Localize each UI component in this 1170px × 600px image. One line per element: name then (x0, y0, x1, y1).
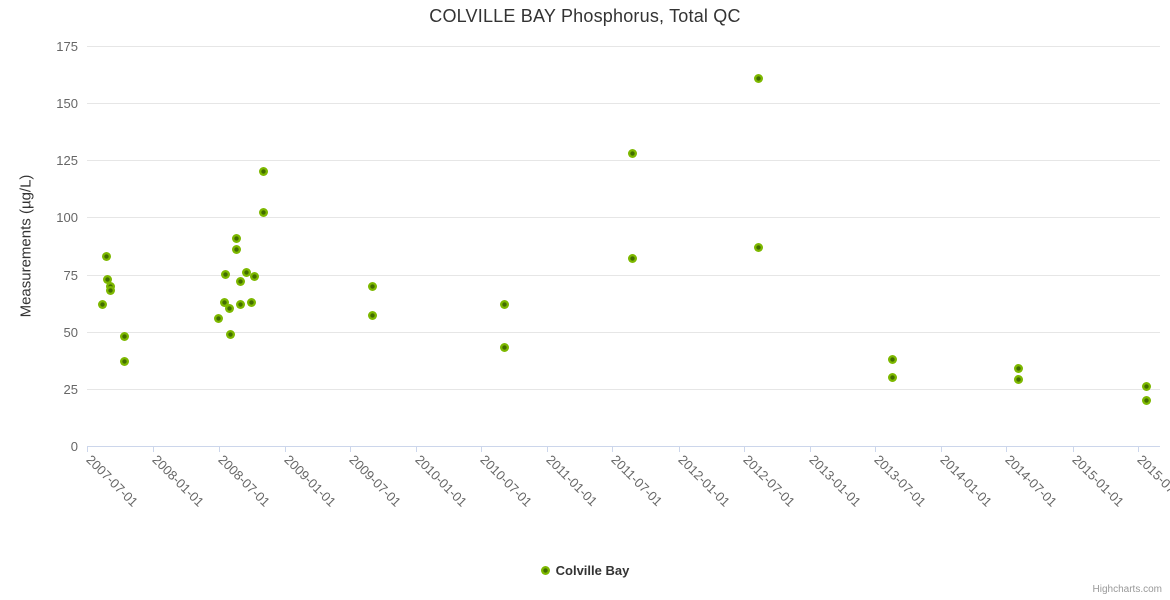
data-point[interactable] (250, 272, 260, 282)
data-point[interactable] (231, 244, 241, 254)
x-axis-label: 2012-07-01 (740, 452, 798, 510)
x-axis-label: 2007-07-01 (83, 452, 142, 510)
x-axis-label: 2011-01-01 (543, 452, 601, 509)
x-axis-label: 2011-07-01 (608, 452, 666, 509)
data-point[interactable] (102, 251, 112, 261)
data-point[interactable] (236, 299, 246, 309)
x-axis-label: 2008-07-01 (214, 452, 273, 510)
data-point[interactable] (754, 73, 764, 83)
x-axis-label: 2009-01-01 (281, 452, 339, 510)
legend-item-colville-bay[interactable]: Colville Bay (0, 563, 1170, 578)
x-axis-label: 2015-01-01 (1069, 452, 1127, 510)
x-axis-label: 2013-07-01 (871, 452, 930, 510)
data-point[interactable] (236, 276, 246, 286)
data-point[interactable] (1142, 395, 1152, 405)
x-axis-label: 2008-01-01 (149, 452, 208, 510)
x-axis-label: 2013-01-01 (806, 452, 865, 510)
gridline (87, 274, 1160, 276)
data-point[interactable] (368, 311, 378, 321)
data-point[interactable] (259, 167, 269, 177)
data-point[interactable] (103, 274, 113, 284)
data-point[interactable] (499, 299, 509, 309)
data-point[interactable] (1142, 382, 1152, 392)
x-axis-tick (875, 446, 877, 452)
data-point[interactable] (106, 281, 116, 291)
y-axis-label: 100 (56, 210, 78, 226)
x-axis-tick (218, 446, 220, 452)
gridline (87, 388, 1160, 390)
x-axis-label: 2015-07-01 (1134, 452, 1170, 510)
gridline (87, 160, 1160, 162)
data-point[interactable] (225, 329, 235, 339)
x-axis-label: 2014-01-01 (937, 452, 996, 510)
x-axis-tick (1137, 446, 1139, 452)
gridline (87, 331, 1160, 333)
x-axis-label: 2012-01-01 (674, 452, 733, 510)
data-point[interactable] (627, 254, 637, 264)
x-axis-tick (1072, 446, 1074, 452)
x-axis-tick (481, 446, 483, 452)
data-point[interactable] (887, 354, 897, 364)
data-point[interactable] (214, 313, 224, 323)
x-axis-label: 2010-01-01 (412, 452, 471, 510)
x-axis-tick (153, 446, 155, 452)
data-point[interactable] (247, 297, 257, 307)
credits-link[interactable]: Highcharts.com (1092, 584, 1162, 595)
x-axis-tick (743, 446, 745, 452)
x-axis-tick (349, 446, 351, 452)
x-axis-tick (87, 446, 88, 452)
data-point[interactable] (1014, 363, 1024, 373)
legend-marker-icon (540, 566, 550, 575)
x-axis-tick (612, 446, 614, 452)
x-axis-tick (941, 446, 943, 452)
y-axis-title: Measurements (µg/L) (17, 174, 35, 318)
y-axis-label: 0 (70, 439, 78, 454)
data-point[interactable] (98, 299, 108, 309)
y-axis-label: 175 (56, 39, 78, 54)
y-axis-label: 25 (63, 381, 78, 397)
data-point[interactable] (219, 297, 229, 307)
x-axis-tick (284, 446, 286, 452)
x-axis-label: 2010-07-01 (477, 452, 536, 510)
plot-area (87, 46, 1160, 447)
data-point[interactable] (754, 242, 764, 252)
x-axis-tick (810, 446, 812, 452)
chart-title: COLVILLE BAY Phosphorus, Total QC (429, 6, 741, 26)
y-axis-label: 125 (56, 153, 78, 169)
data-point[interactable] (368, 281, 378, 291)
data-point[interactable] (106, 286, 116, 296)
gridline (87, 217, 1160, 219)
y-axis-label: 150 (56, 96, 78, 112)
x-axis-label: 2009-07-01 (346, 452, 404, 510)
data-point[interactable] (887, 372, 897, 382)
data-point[interactable] (242, 267, 252, 277)
data-point[interactable] (120, 331, 130, 341)
legend-label: Colville Bay (555, 563, 630, 578)
x-axis-label: 2014-07-01 (1002, 452, 1061, 510)
y-axis-label: 75 (63, 267, 78, 283)
data-point[interactable] (259, 208, 269, 218)
data-point[interactable] (627, 148, 637, 158)
x-axis-tick (678, 446, 680, 452)
data-point[interactable] (231, 233, 241, 243)
x-axis-tick (547, 446, 549, 452)
data-point[interactable] (224, 304, 234, 314)
gridline (87, 103, 1160, 105)
x-axis-line (87, 446, 1160, 447)
gridline (87, 46, 1160, 47)
y-axis-label: 50 (63, 324, 78, 340)
x-axis-tick (416, 446, 418, 452)
data-point[interactable] (220, 270, 230, 280)
x-axis-tick (1006, 446, 1008, 452)
data-point[interactable] (1014, 375, 1024, 385)
data-point[interactable] (499, 343, 509, 353)
data-point[interactable] (119, 356, 129, 366)
